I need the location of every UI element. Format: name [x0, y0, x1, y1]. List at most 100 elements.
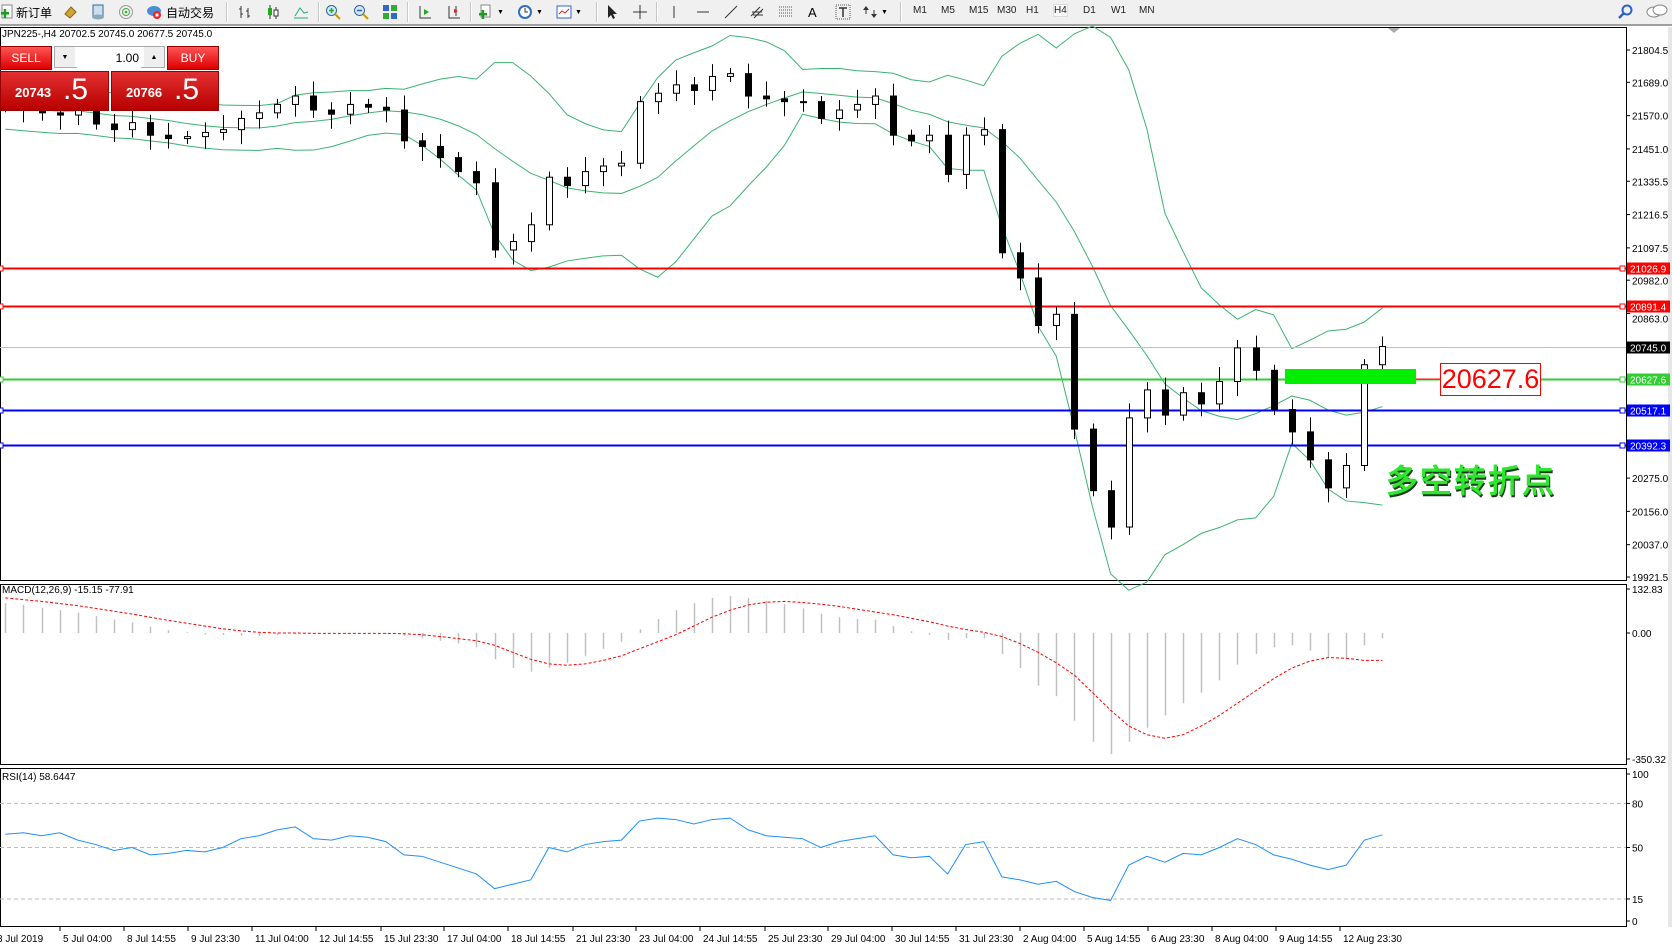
fibonacci-button[interactable] [778, 2, 794, 22]
turning-point-annotation[interactable]: 多空转折点 [1386, 463, 1557, 499]
price-tick-label: 20156.0 [1632, 507, 1669, 518]
templates-button[interactable]: ▼ [556, 2, 582, 22]
price-tick-label: 19921.5 [1632, 573, 1669, 584]
horizontal-line-button[interactable] [695, 2, 711, 22]
history-button[interactable] [62, 2, 78, 22]
chart-shift-marker [1388, 28, 1400, 33]
time-tick-label: 25 Jul 23:30 [768, 934, 823, 945]
lots-increase-button[interactable]: ▲ [144, 47, 164, 67]
timeframe-w1-button[interactable]: W1 [1111, 5, 1126, 16]
bar-chart-button[interactable] [237, 2, 253, 22]
candle-body [383, 106, 390, 111]
indicators-button[interactable]: ▼ [478, 2, 504, 22]
candle [1325, 452, 1332, 503]
trendline-button[interactable] [723, 2, 739, 22]
toolbar-separator [470, 2, 472, 22]
buy-price-button[interactable]: 20766 .5 [111, 71, 219, 111]
candle-body [1379, 346, 1386, 366]
zoom-in-button[interactable] [325, 2, 341, 22]
candle [202, 122, 209, 149]
candle-body [256, 112, 263, 119]
zoom-out-button[interactable] [353, 2, 369, 22]
autoscroll-button[interactable] [416, 2, 432, 22]
timeframe-h1-button[interactable]: H1 [1026, 5, 1039, 16]
auto-trading-button[interactable]: 自动交易 [146, 2, 214, 22]
sell-price-button[interactable]: 20743 .5 [0, 71, 109, 111]
text-label-icon [835, 4, 851, 20]
sell-price-fraction: .5 [63, 73, 89, 106]
candle [292, 85, 299, 117]
candle [600, 158, 607, 187]
line-handle [0, 303, 4, 310]
search-button[interactable] [1617, 2, 1633, 22]
scrollbar [1668, 27, 1672, 927]
price-line-label-bg [1627, 404, 1670, 417]
chat-button[interactable] [1646, 2, 1668, 22]
buy-button[interactable]: BUY [167, 46, 219, 70]
new-order-button[interactable]: 新订单 [0, 2, 52, 22]
candle-body [57, 112, 64, 116]
line-handle [0, 265, 4, 272]
macd-tick-label: 0.00 [1632, 629, 1652, 640]
sell-button[interactable]: SELL [0, 46, 52, 70]
price-tick-label: 21804.5 [1632, 46, 1669, 57]
navigator-icon [90, 4, 106, 20]
highlight-rectangle [1285, 369, 1416, 384]
candle-body [546, 176, 553, 226]
equidistant-channel-button[interactable] [750, 2, 766, 22]
periods-button[interactable]: ▼ [517, 2, 543, 22]
candle [473, 161, 480, 196]
crosshair-button[interactable] [632, 2, 648, 22]
candle-body [745, 73, 752, 97]
candle-body [1108, 490, 1115, 528]
candle-body [1325, 459, 1332, 489]
arrows-icon [862, 4, 878, 20]
vertical-line-button[interactable] [666, 2, 682, 22]
line-chart-button[interactable] [293, 2, 309, 22]
signal-button[interactable] [118, 2, 134, 22]
buy-price-fraction: .5 [174, 73, 200, 106]
candle-body [926, 134, 933, 142]
price-annotation-label[interactable]: 20627.6 [1440, 363, 1541, 396]
price-line-label: 21026.9 [1630, 265, 1667, 276]
candle [256, 100, 263, 129]
lots-decrease-button[interactable]: ▼ [55, 47, 75, 67]
timeframe-h4-button[interactable]: H4 [1053, 4, 1068, 17]
candle [981, 117, 988, 146]
rsi-tick-label: 100 [1632, 770, 1649, 781]
one-click-trading-panel: SELL ▼ ▲ BUY 20743 .5 20766 .5 [0, 46, 219, 111]
zoom-out-icon [353, 4, 369, 20]
text-button[interactable]: A [808, 2, 817, 22]
candle [781, 91, 788, 117]
candle [437, 134, 444, 168]
candle-body [220, 129, 227, 133]
lots-input[interactable] [77, 48, 141, 68]
price-line-label-bg [1627, 341, 1670, 354]
text-label-button[interactable] [835, 2, 851, 22]
candle-body [528, 224, 535, 243]
tile-windows-button[interactable] [382, 2, 398, 22]
chart-shift-button[interactable] [445, 2, 461, 22]
timeframe-d1-button[interactable]: D1 [1083, 5, 1096, 16]
candlestick-button[interactable] [265, 2, 281, 22]
candle-body [1253, 347, 1260, 371]
candle [564, 167, 571, 198]
navigator-button[interactable] [90, 2, 106, 22]
timeframe-mn-button[interactable]: MN [1139, 5, 1155, 16]
timeframe-m30-button[interactable]: M30 [997, 5, 1017, 16]
candle [818, 96, 825, 125]
candle-body [1198, 392, 1205, 405]
cursor-icon [604, 4, 620, 20]
candle [1162, 377, 1169, 426]
timeframe-m15-button[interactable]: M15 [969, 5, 989, 16]
price-tick-label: 21451.0 [1632, 145, 1669, 156]
price-tick-label: 20982.0 [1632, 277, 1669, 288]
equidistant-channel-icon [750, 4, 766, 20]
candle [129, 108, 136, 138]
timeframe-m1-button[interactable]: M1 [913, 5, 927, 16]
arrows-button[interactable]: ▼ [862, 2, 888, 22]
cursor-button[interactable] [604, 2, 620, 22]
bollinger-lower-band [5, 113, 1383, 591]
timeframe-m5-button[interactable]: M5 [941, 5, 955, 16]
